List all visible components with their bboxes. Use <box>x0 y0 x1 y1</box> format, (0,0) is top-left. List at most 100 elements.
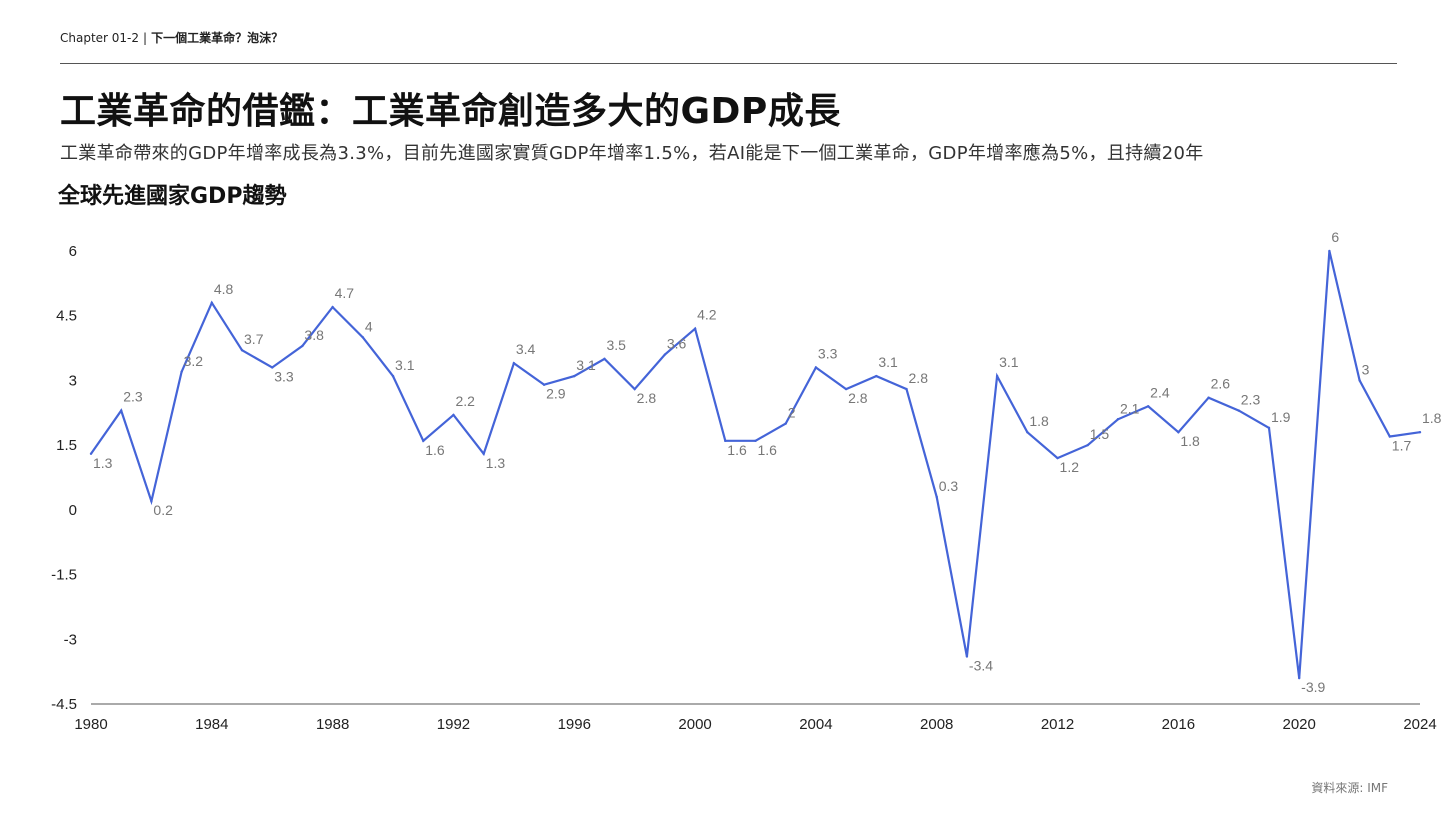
data-point <box>995 374 999 378</box>
x-tick-label: 2000 <box>678 716 711 733</box>
x-tick-label: 1980 <box>74 716 107 733</box>
data-point <box>1418 431 1422 434</box>
data-point <box>120 409 123 412</box>
y-tick-label: 6 <box>69 243 77 260</box>
data-point <box>240 349 244 352</box>
data-point <box>542 383 546 386</box>
data-point <box>482 452 485 455</box>
x-tick-label: 2004 <box>799 716 832 733</box>
data-label: 2.3 <box>1241 392 1261 408</box>
chart-title: 全球先進國家GDP趨勢 <box>58 184 287 209</box>
data-label: 1.2 <box>1060 459 1080 475</box>
x-tick-label: 1996 <box>558 716 591 733</box>
y-tick-label: -4.5 <box>51 696 77 713</box>
data-point <box>724 439 727 443</box>
data-point <box>844 387 848 391</box>
data-point <box>1086 443 1089 447</box>
data-label: 1.9 <box>1271 409 1291 425</box>
data-point <box>452 413 455 417</box>
data-point <box>210 301 214 304</box>
data-point <box>1297 676 1301 680</box>
data-point <box>1146 405 1150 408</box>
data-point <box>633 387 636 391</box>
x-tick-label: 2024 <box>1403 716 1436 733</box>
data-point <box>180 370 183 373</box>
data-label: 3.2 <box>184 353 204 369</box>
data-label: 3.1 <box>395 357 415 373</box>
data-point <box>663 353 667 356</box>
data-label: 2.8 <box>909 370 929 386</box>
data-point <box>331 305 334 309</box>
data-point <box>935 495 938 499</box>
data-point <box>905 387 908 391</box>
data-label: 3.3 <box>274 368 294 384</box>
source-note: 資料來源: IMF <box>1311 781 1388 795</box>
data-point <box>1267 426 1271 430</box>
data-point <box>1358 379 1361 382</box>
data-label: 0.3 <box>939 478 959 494</box>
data-label: 1.6 <box>727 442 747 458</box>
data-label: 2.2 <box>455 393 475 409</box>
page-subtitle: 工業革命帶來的GDP年增率成長為3.3%，目前先進國家實質GDP年增率1.5%，… <box>60 143 1204 164</box>
data-point <box>1056 456 1059 460</box>
data-label: 2.9 <box>546 386 566 402</box>
x-tick-label: 1992 <box>437 716 470 733</box>
y-tick-label: 1.5 <box>56 437 77 454</box>
y-tick-label: -3 <box>64 631 77 648</box>
data-point <box>814 366 818 369</box>
data-label: 2.8 <box>848 390 868 406</box>
data-point <box>1116 418 1120 421</box>
data-point <box>1237 409 1240 412</box>
data-point <box>301 344 304 348</box>
data-label: 1.5 <box>1090 426 1110 442</box>
data-point <box>89 452 93 455</box>
y-tick-label: 3 <box>69 372 77 389</box>
data-point <box>361 336 365 339</box>
data-point <box>754 439 757 443</box>
data-label: 4.7 <box>335 285 355 301</box>
data-label: 3.5 <box>606 337 626 353</box>
x-tick-label: 2020 <box>1282 716 1315 733</box>
data-label: 3 <box>1362 361 1370 377</box>
gdp-series-line <box>90 250 1421 679</box>
data-point <box>1207 396 1210 399</box>
data-label: 3.4 <box>516 341 536 357</box>
data-label: -3.9 <box>1301 679 1325 695</box>
data-point <box>1328 249 1331 253</box>
data-label: 2.1 <box>1120 400 1140 416</box>
data-point <box>965 655 969 658</box>
data-label: 3.1 <box>576 357 596 373</box>
chapter-separator: | <box>143 31 148 45</box>
data-label: 2.6 <box>1211 376 1231 392</box>
data-point <box>150 500 153 503</box>
chapter-header: Chapter 01-2 | 下一個工業革命？泡沫？ <box>60 29 283 46</box>
data-label: 1.3 <box>93 455 113 471</box>
y-tick-label: -1.5 <box>51 567 77 584</box>
data-label: 3.1 <box>878 354 898 370</box>
data-label: 4.8 <box>214 281 234 297</box>
x-tick-label: 2012 <box>1041 716 1074 733</box>
data-point <box>271 366 274 369</box>
data-point <box>422 439 425 443</box>
data-point <box>693 327 697 330</box>
x-tick-label: 1984 <box>195 716 228 733</box>
data-label: 3.6 <box>667 336 687 352</box>
data-point <box>512 361 516 365</box>
data-label: 0.2 <box>153 502 173 518</box>
data-point <box>784 422 787 425</box>
data-label: 3.7 <box>244 331 264 347</box>
data-point <box>603 357 606 361</box>
data-point <box>1026 431 1029 434</box>
data-label: 3.3 <box>818 345 838 361</box>
data-point <box>875 374 878 378</box>
chapter-topic: 下一個工業革命？泡沫？ <box>151 31 284 45</box>
data-label: 4 <box>365 318 373 334</box>
x-tick-label: 1988 <box>316 716 349 733</box>
data-label: 2.4 <box>1150 384 1170 400</box>
chapter-number: Chapter 01-2 <box>60 31 140 45</box>
data-label: 3.1 <box>999 354 1019 370</box>
y-tick-label: 0 <box>69 502 77 519</box>
data-point <box>1388 435 1391 438</box>
data-label: 1.8 <box>1422 410 1442 426</box>
data-label: 1.8 <box>1180 433 1200 449</box>
